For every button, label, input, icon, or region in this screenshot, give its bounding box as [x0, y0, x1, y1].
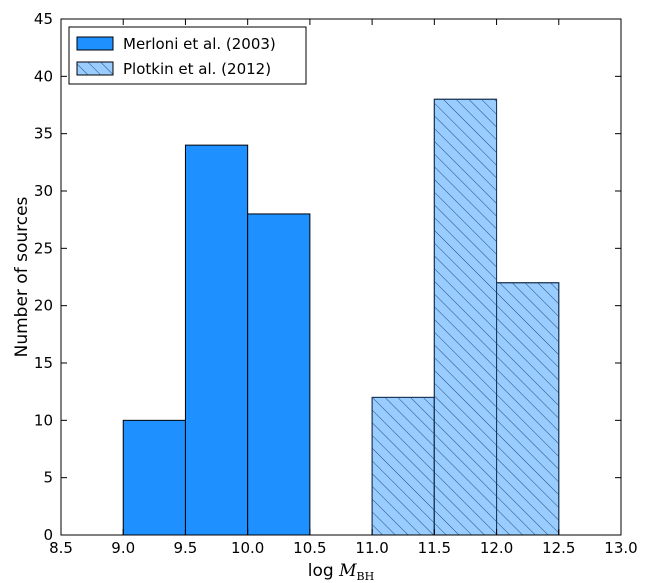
- legend-swatch-merloni: [76, 36, 114, 51]
- x-tick-label: 8.5: [49, 539, 73, 557]
- plot-frame: [60, 18, 622, 536]
- bar-plotkin-2-hatch: [496, 282, 559, 535]
- y-tick-label: 25: [34, 239, 53, 257]
- x-tick-label: 10.5: [293, 539, 326, 557]
- y-tick-label: 15: [34, 354, 53, 372]
- legend-label-merloni: Merloni et al. (2003): [123, 35, 276, 53]
- bar-plotkin-0-hatch: [372, 397, 435, 535]
- x-tick-label: 11.5: [418, 539, 451, 557]
- y-tick-label: 0: [43, 526, 53, 544]
- y-tick-label: 35: [34, 125, 53, 143]
- y-axis-label: Number of sources: [12, 196, 32, 357]
- x-tick-label: 13.0: [604, 539, 637, 557]
- x-tick-label: 12.0: [480, 539, 513, 557]
- ticks-layer: 8.5 9.0 9.5 10.0 10.5 11.0 11.5 12.0 12.5 13.0 0 5 1…: [34, 10, 638, 557]
- y-tick-label: 20: [34, 297, 53, 315]
- x-tick-label: 9.0: [111, 539, 135, 557]
- x-tick-label: 12.5: [542, 539, 575, 557]
- legend-swatch-plotkin-hatch: [77, 62, 113, 75]
- bar-merloni-1: [184, 144, 249, 536]
- y-tick-label: 5: [43, 469, 53, 487]
- y-tick-label: 30: [34, 182, 53, 200]
- x-tick-label: 11.0: [355, 539, 388, 557]
- bar-plotkin-1-hatch: [434, 99, 497, 536]
- y-tick-label: 40: [34, 67, 53, 85]
- legend-label-plotkin: Plotkin et al. (2012): [123, 60, 271, 78]
- bar-merloni-2: [247, 213, 311, 536]
- bar-merloni-0: [122, 419, 186, 536]
- x-tick-label: 10.0: [231, 539, 264, 557]
- bars-layer: [122, 98, 560, 536]
- y-tick-label: 45: [34, 10, 53, 28]
- x-axis-label: log MBH: [308, 561, 374, 583]
- legend: Merloni et al. (2003) Plotkin et al. (20…: [68, 26, 307, 85]
- y-tick-label: 10: [34, 411, 53, 429]
- x-tick-label: 9.5: [174, 539, 198, 557]
